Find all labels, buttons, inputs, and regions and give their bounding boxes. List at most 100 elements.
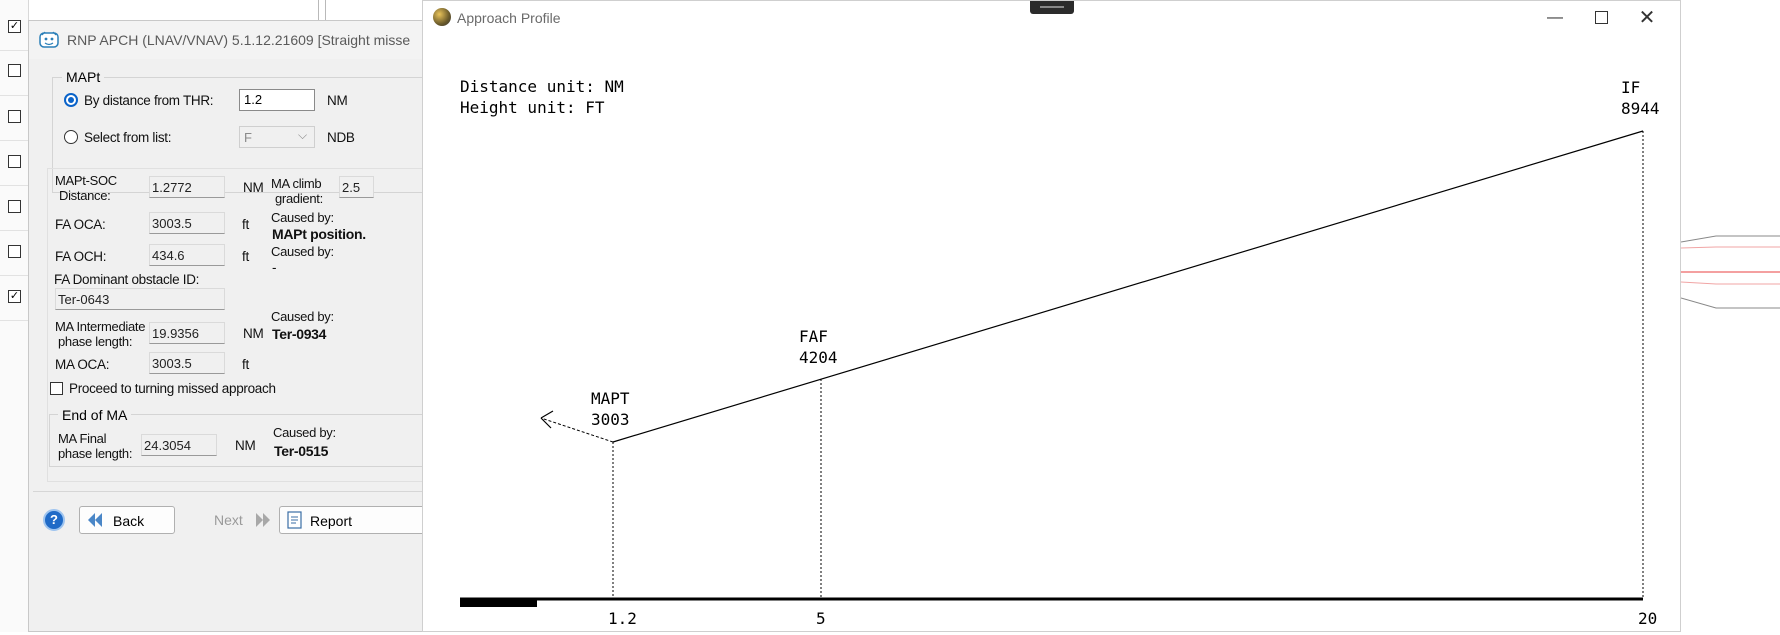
faf-distance-tick: 5 <box>816 609 826 628</box>
mapt-label: MAPT 3003 <box>591 389 630 429</box>
document-icon <box>287 511 302 529</box>
fa-och-caused-label: Caused by: <box>271 244 334 259</box>
distance-from-thr-input[interactable]: 1.2 <box>239 89 315 111</box>
drag-handle[interactable] <box>1030 1 1074 14</box>
report-button[interactable]: Report <box>279 506 429 534</box>
profile-diagram <box>460 130 1644 607</box>
ma-intermediate-label: MA Intermediate phase length: <box>55 319 146 349</box>
ma-final-length-field: 24.3054 <box>141 434 217 456</box>
fa-och-label: FA OCH: <box>55 249 107 264</box>
divider <box>0 140 28 141</box>
fa-och-caused-value: - <box>272 260 277 275</box>
divider <box>0 50 28 51</box>
back-button-label: Back <box>113 513 145 529</box>
height-unit-text: Height unit: FT <box>460 98 605 117</box>
ma-final-caused-label: Caused by: <box>273 425 336 440</box>
double-chevron-left-icon <box>88 513 102 527</box>
ma-intermediate-caused-label: Caused by: <box>271 309 334 324</box>
ma-intermediate-caused-value: Ter-0934 <box>272 326 327 342</box>
strip-checkbox-7[interactable]: ✓ <box>8 290 21 303</box>
window-title: Approach Profile <box>457 10 561 26</box>
navaid-select[interactable]: F ⌵ <box>239 126 315 148</box>
mapt-soc-label: MAPt-SOC Distance: <box>55 173 117 203</box>
dialog-title: RNP APCH (LNAV/VNAV) 5.1.12.21609 [Strai… <box>67 32 411 48</box>
fa-dominant-obstacle-label: FA Dominant obstacle ID: <box>54 272 200 287</box>
grip-icon <box>1040 6 1064 8</box>
strip-checkbox-5[interactable] <box>8 200 21 213</box>
fa-dominant-obstacle-field: Ter-0643 <box>55 288 225 310</box>
maximize-button[interactable] <box>1578 3 1624 33</box>
chevron-down-icon: ⌵ <box>298 128 308 142</box>
faf-label: FAF 4204 <box>799 327 838 367</box>
report-button-label: Report <box>310 513 353 529</box>
proceed-turning-ma-label: Proceed to turning missed approach <box>69 381 276 396</box>
next-button-label: Next <box>214 512 243 528</box>
fa-oca-field: 3003.5 <box>149 212 225 234</box>
divider <box>33 491 429 492</box>
minimize-button[interactable]: — <box>1532 3 1578 33</box>
ma-intermediate-unit: NM <box>243 326 264 341</box>
ma-intermediate-length-field: 19.9356 <box>149 322 225 344</box>
if-label: IF 8944 <box>1621 78 1660 118</box>
end-of-ma-label: End of MA <box>58 407 132 423</box>
ma-climb-gradient-field[interactable]: 2.5 <box>339 176 374 198</box>
divider <box>0 185 28 186</box>
close-icon: ✕ <box>1638 7 1656 29</box>
maximize-icon <box>1594 11 1608 25</box>
rnp-apch-dialog: RNP APCH (LNAV/VNAV) 5.1.12.21609 [Strai… <box>28 20 429 632</box>
divider <box>0 275 28 276</box>
fa-och-unit: ft <box>242 249 249 264</box>
mapt-soc-unit: NM <box>243 180 264 195</box>
ma-climb-label: MA climb gradient: <box>271 176 323 206</box>
navaid-select-value: F <box>244 130 252 145</box>
double-chevron-right-icon <box>256 513 270 527</box>
ma-final-caused-value: Ter-0515 <box>274 443 329 459</box>
ma-oca-label: MA OCA: <box>55 357 110 372</box>
scale-bar <box>460 599 537 607</box>
approach-profile-window: Approach Profile — ✕ Distance unit: NM H… <box>422 0 1681 632</box>
help-button[interactable]: ? <box>43 509 65 531</box>
divider <box>0 95 28 96</box>
fa-oca-label: FA OCA: <box>55 217 106 232</box>
mapt-group-label: MAPt <box>62 69 105 85</box>
ma-final-unit: NM <box>235 438 256 453</box>
fa-oca-unit: ft <box>242 217 249 232</box>
dialog-title-bar[interactable]: RNP APCH (LNAV/VNAV) 5.1.12.21609 [Strai… <box>29 21 429 59</box>
background-map-strip <box>1680 0 1780 632</box>
app-tiger-icon <box>39 31 59 48</box>
navaid-type-label: NDB <box>327 130 355 145</box>
distance-unit-text: Distance unit: NM <box>460 77 624 96</box>
next-button[interactable]: Next <box>197 506 277 534</box>
missed-approach-arrow-icon <box>540 410 554 429</box>
mapt-distance-tick: 1.2 <box>608 609 637 628</box>
if-distance-tick: 20 <box>1638 609 1658 628</box>
proceed-turning-ma-checkbox[interactable] <box>50 382 63 395</box>
ma-final-label: MA Final phase length: <box>58 431 133 461</box>
back-button[interactable]: Back <box>79 506 175 534</box>
missed-approach-line <box>540 417 614 443</box>
help-icon: ? <box>50 512 58 527</box>
fa-oca-caused-value: MAPt position. <box>272 226 366 242</box>
descent-path-line <box>612 130 1644 443</box>
divider <box>0 230 28 231</box>
select-from-list-radio[interactable] <box>64 130 78 144</box>
strip-checkbox-3[interactable] <box>8 110 21 123</box>
close-button[interactable]: ✕ <box>1624 3 1670 33</box>
fa-oca-caused-label: Caused by: <box>271 210 334 225</box>
strip-checkbox-4[interactable] <box>8 155 21 168</box>
divider <box>0 320 28 321</box>
strip-checkbox-2[interactable] <box>8 64 21 77</box>
by-distance-label: By distance from THR: <box>84 93 214 108</box>
fa-och-field: 434.6 <box>149 244 225 266</box>
background-map-lines <box>1680 235 1780 309</box>
distance-unit-label: NM <box>327 93 348 108</box>
select-from-list-label: Select from list: <box>84 130 172 145</box>
mapt-soc-distance-field: 1.2772 <box>149 176 225 198</box>
app-globe-icon <box>433 8 451 26</box>
ma-oca-field: 3003.5 <box>149 352 225 374</box>
minimize-icon: — <box>1547 9 1563 26</box>
strip-checkbox-6[interactable] <box>8 245 21 258</box>
by-distance-radio[interactable] <box>64 93 78 107</box>
strip-checkbox-1[interactable]: ✓ <box>8 20 21 33</box>
ma-oca-unit: ft <box>242 357 249 372</box>
